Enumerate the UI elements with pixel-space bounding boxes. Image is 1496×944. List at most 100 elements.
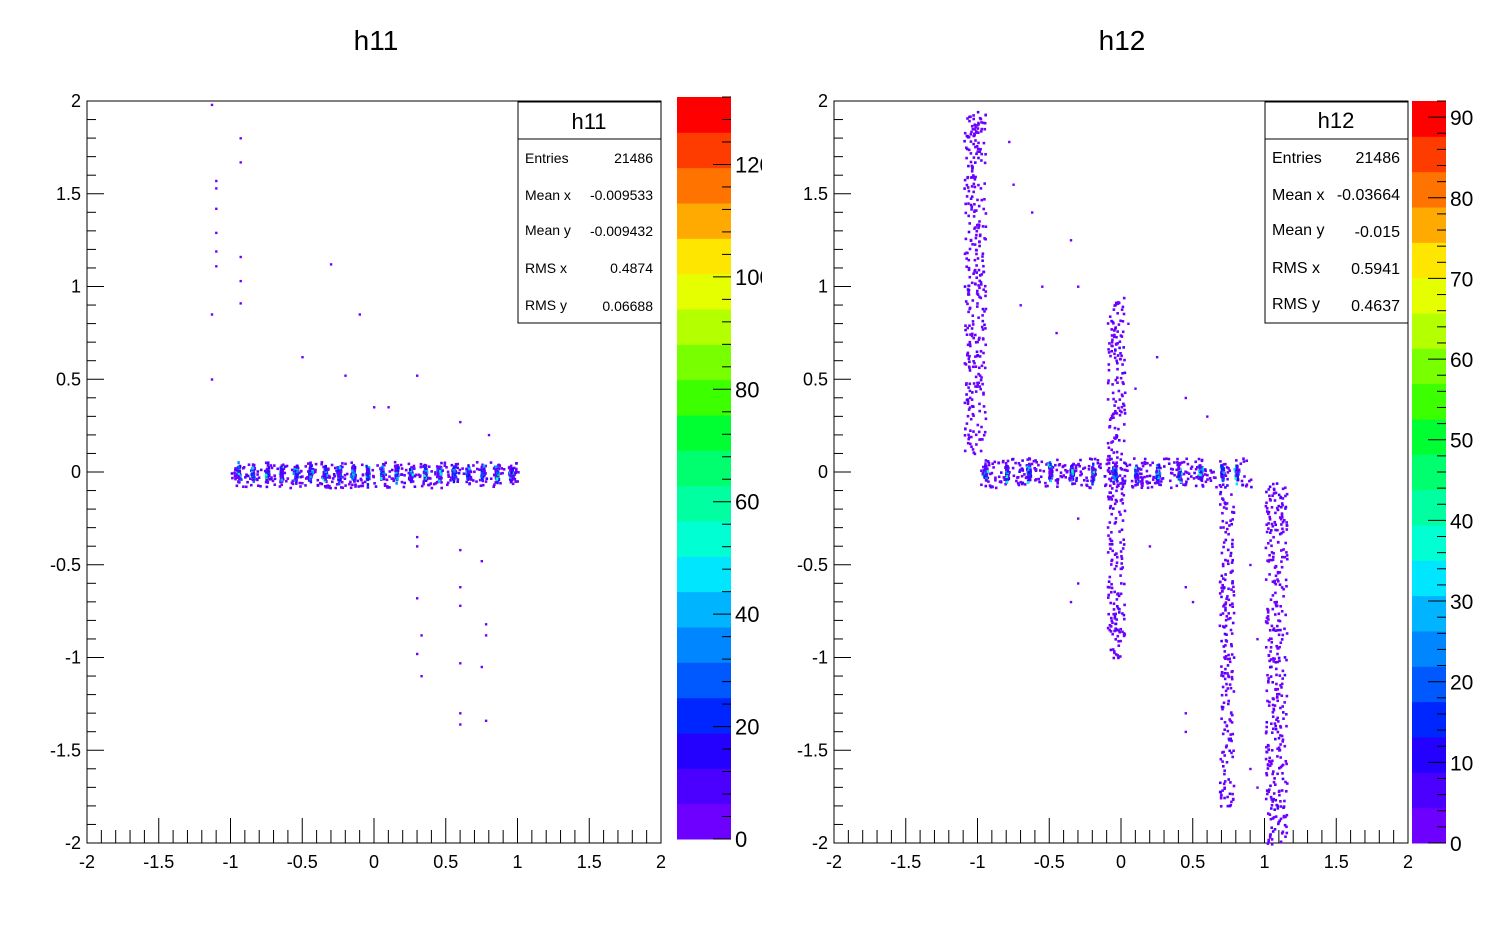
heatmap-cell	[967, 164, 970, 168]
heatmap-cell	[1284, 835, 1287, 838]
heatmap-cell	[314, 470, 317, 474]
heatmap-cell	[1087, 464, 1091, 468]
heatmap-cell	[326, 468, 330, 471]
heatmap-cell	[981, 382, 984, 386]
heatmap-cell	[1123, 468, 1126, 472]
heatmap-cell	[1028, 471, 1031, 474]
heatmap-cell	[1226, 559, 1230, 563]
heatmap-cell	[1265, 772, 1268, 775]
heatmap-cell	[492, 467, 496, 470]
heatmap-cell	[353, 471, 356, 475]
heatmap-cell	[268, 473, 271, 477]
heatmap-cell	[352, 473, 355, 477]
heatmap-cell	[969, 203, 973, 207]
heatmap-cell	[1110, 539, 1114, 543]
heatmap-cell	[350, 472, 354, 476]
heatmap-cell	[979, 187, 983, 190]
heatmap-cell	[1092, 479, 1095, 483]
palette-swatch	[1412, 489, 1446, 526]
heatmap-cell	[978, 385, 981, 388]
heatmap-cell	[437, 470, 440, 474]
heatmap-cell	[251, 463, 255, 467]
heatmap-cell	[979, 449, 983, 453]
heatmap-cell	[1274, 491, 1278, 495]
heatmap-cell	[1226, 672, 1229, 675]
heatmap-cell	[1122, 493, 1126, 497]
heatmap-cell	[1221, 519, 1225, 523]
heatmap-cell	[1113, 567, 1117, 571]
heatmap-cell	[1141, 478, 1144, 481]
heatmap-cell	[1121, 612, 1124, 615]
heatmap-cell	[480, 474, 483, 478]
heatmap-cell	[1249, 767, 1252, 771]
heatmap-cell	[1235, 459, 1238, 462]
heatmap-cell	[251, 474, 254, 478]
heatmap-cell	[1226, 804, 1230, 808]
heatmap-cell	[1265, 730, 1268, 733]
heatmap-cell	[1116, 456, 1119, 459]
heatmap-cell	[496, 481, 499, 485]
heatmap-cell	[1273, 808, 1276, 811]
heatmap-cell	[1184, 730, 1187, 734]
heatmap-cell	[361, 484, 365, 488]
heatmap-cell	[1275, 482, 1279, 485]
heatmap-cell	[1282, 587, 1285, 591]
heatmap-cell	[1019, 304, 1022, 307]
heatmap-cell	[393, 460, 397, 464]
heatmap-cell	[1124, 462, 1128, 466]
heatmap-cell	[1222, 463, 1226, 466]
heatmap-cell	[466, 474, 469, 478]
heatmap-cell	[1230, 653, 1234, 656]
heatmap-cell	[1112, 416, 1115, 419]
heatmap-cell	[1113, 651, 1116, 655]
x-tick-label: 2	[656, 852, 666, 872]
heatmap-cell	[1115, 564, 1118, 568]
heatmap-cell	[1116, 302, 1120, 306]
x-tick-label: -0.5	[287, 852, 318, 872]
x-tick-label: -1.5	[143, 852, 174, 872]
heatmap-cell	[487, 433, 491, 437]
heatmap-cell	[1121, 547, 1125, 550]
heatmap-cell	[1273, 520, 1277, 524]
heatmap-cell	[1107, 348, 1110, 351]
heatmap-cell	[965, 134, 969, 138]
heatmap-cell	[972, 405, 975, 408]
x-tick-label: 2	[1403, 852, 1413, 872]
heatmap-cell	[1268, 764, 1272, 767]
palette-swatch	[677, 238, 731, 275]
heatmap-cell	[1222, 506, 1226, 509]
heatmap-cell	[967, 258, 971, 262]
heatmap-cell	[1234, 476, 1237, 480]
heatmap-cell	[1023, 483, 1027, 486]
heatmap-cell	[1114, 612, 1117, 616]
heatmap-cell	[1200, 459, 1204, 463]
heatmap-cell	[1270, 826, 1273, 829]
heatmap-cell	[1112, 468, 1115, 472]
heatmap-cell	[1264, 757, 1268, 761]
heatmap-cell	[1122, 382, 1125, 386]
heatmap-cell	[968, 247, 972, 251]
heatmap-cell	[980, 198, 984, 202]
heatmap-cell	[1236, 474, 1239, 478]
heatmap-cell	[969, 442, 972, 446]
heatmap-cell	[1117, 629, 1121, 632]
heatmap-cell	[1119, 592, 1123, 596]
heatmap-cell	[1017, 462, 1021, 465]
heatmap-cell	[1091, 482, 1094, 486]
heatmap-cell	[407, 462, 411, 466]
heatmap-cell	[1223, 754, 1226, 757]
heatmap-cell	[1122, 613, 1126, 617]
heatmap-cell	[513, 477, 517, 481]
heatmap-cell	[439, 469, 442, 473]
heatmap-cell	[994, 486, 998, 490]
heatmap-cell	[515, 462, 518, 465]
heatmap-cell	[972, 134, 975, 138]
heatmap-cell	[1111, 494, 1115, 498]
heatmap-cell	[984, 153, 987, 156]
heatmap-cell	[1028, 457, 1032, 461]
heatmap-cell	[1224, 530, 1227, 534]
heatmap-cell	[971, 175, 974, 179]
heatmap-cell	[1092, 468, 1095, 472]
heatmap-cell	[1004, 482, 1007, 486]
heatmap-cell	[1231, 518, 1234, 521]
